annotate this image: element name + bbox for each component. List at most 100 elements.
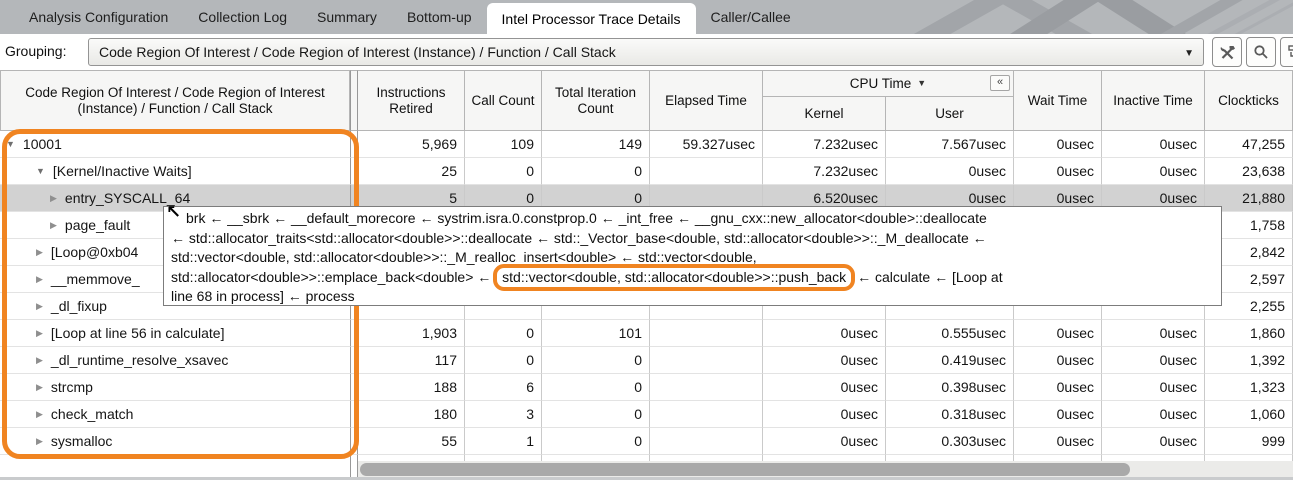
value-cell: 1,060 <box>1205 401 1293 428</box>
grouping-value: Code Region Of Interest / Code Region of… <box>99 44 616 60</box>
value-cell: 23,638 <box>1205 158 1293 185</box>
mouse-cursor-icon: ↖ <box>166 202 182 222</box>
tab-collection-log[interactable]: Collection Log <box>198 9 288 25</box>
value-cell: 188 <box>358 374 465 401</box>
value-cell: 0usec <box>1014 401 1102 428</box>
collapse-columns-button[interactable]: « <box>990 75 1010 91</box>
table-row[interactable]: ▼ [Kernel/Inactive Waits] 25 0 0 7.232usec 0us… <box>0 158 1293 185</box>
tab-caller-callee[interactable]: Caller/Callee <box>710 9 791 25</box>
value-cell: 0usec <box>1014 158 1102 185</box>
column-header-call-count[interactable]: Call Count <box>465 70 542 131</box>
expand-arrow-icon[interactable]: ▶ <box>36 435 43 446</box>
tree-cell[interactable]: ▶ check_match <box>0 401 350 428</box>
tooltip-line: line 68 in process] ← process <box>171 288 355 304</box>
horizontal-scrollbar[interactable] <box>358 461 1293 478</box>
column-header-elapsed-time[interactable]: Elapsed Time <box>650 70 763 131</box>
tab-analysis-configuration[interactable]: Analysis Configuration <box>29 9 169 25</box>
column-header-cpu-time[interactable]: CPU Time ▼ « <box>763 70 1014 97</box>
search-button[interactable] <box>1246 37 1276 67</box>
table-row[interactable]: ▶ sysmalloc 55 1 0 0usec 0.303usec 0usec 0usec 99… <box>0 428 1293 455</box>
table-row[interactable]: ▶ check_match 180 3 0 0usec 0.318usec 0usec 0use… <box>0 401 1293 428</box>
value-cell: 0usec <box>1014 374 1102 401</box>
tab-bottom-up[interactable]: Bottom-up <box>406 9 472 25</box>
expand-arrow-icon[interactable]: ▶ <box>36 273 43 284</box>
value-cell: 0.555usec <box>886 320 1014 347</box>
expand-arrow-icon[interactable]: ▶ <box>36 327 43 338</box>
value-cell: 1,860 <box>1205 320 1293 347</box>
tab-summary[interactable]: Summary <box>317 9 377 25</box>
value-cell: 59.327usec <box>650 131 763 158</box>
column-header-cpu-kernel[interactable]: Kernel <box>763 96 886 131</box>
value-cell: 117 <box>358 347 465 374</box>
grouping-dropdown[interactable]: Code Region Of Interest / Code Region of… <box>88 38 1204 66</box>
pane-divider <box>350 347 358 374</box>
highlighted-function-annotation: std::vector<double, std::allocator<doubl… <box>493 263 856 291</box>
value-cell <box>1014 293 1102 320</box>
column-header-cpu-user[interactable]: User <box>886 96 1014 131</box>
table-header: Code Region Of Interest / Code Region of… <box>0 70 1293 131</box>
tree-label: [Loop@0xb04 <box>50 244 139 260</box>
value-cell <box>650 320 763 347</box>
expand-arrow-icon[interactable]: ▶ <box>36 408 43 419</box>
value-cell <box>763 293 886 320</box>
tree-cell[interactable]: ▶ _dl_fixup <box>0 293 350 320</box>
value-cell: 999 <box>1205 428 1293 455</box>
value-cell: 101 <box>542 320 650 347</box>
pane-divider <box>350 158 358 185</box>
column-header-instructions-retired[interactable]: Instructions Retired <box>358 70 465 131</box>
column-header-call-stack[interactable]: Code Region Of Interest / Code Region of… <box>0 70 350 131</box>
collapse-arrow-icon[interactable]: ▼ <box>6 139 15 149</box>
value-cell <box>650 401 763 428</box>
pane-divider <box>350 401 358 428</box>
value-cell: 7.567usec <box>886 131 1014 158</box>
expand-arrow-icon[interactable]: ▶ <box>36 354 43 365</box>
table-row[interactable]: ▶ [Loop at line 56 in calculate] 1,903 0 101… <box>0 320 1293 347</box>
value-cell: 47,255 <box>1205 131 1293 158</box>
value-cell: 0 <box>465 158 542 185</box>
value-cell: 7.232usec <box>763 158 886 185</box>
value-cell <box>542 293 650 320</box>
column-header-clockticks[interactable]: Clockticks <box>1205 70 1293 131</box>
tree-label: strcmp <box>50 379 93 395</box>
tree-cell[interactable]: ▼ 10001 <box>0 131 350 158</box>
tree-cell[interactable]: ▶ [Loop at line 56 in calculate] <box>0 320 350 347</box>
value-cell: 0usec <box>1102 401 1205 428</box>
pane-divider <box>350 131 358 158</box>
value-cell: 0 <box>542 158 650 185</box>
copy-button[interactable] <box>1280 37 1293 67</box>
value-cell: 0usec <box>763 320 886 347</box>
value-cell: 0usec <box>1014 131 1102 158</box>
column-header-inactive-time[interactable]: Inactive Time <box>1102 70 1205 131</box>
expand-arrow-icon[interactable]: ▶ <box>36 246 43 257</box>
grouping-toolbar: Grouping: Code Region Of Interest / Code… <box>0 34 1293 70</box>
table-row[interactable]: ▶ strcmp 188 6 0 0usec 0.398usec 0usec 0usec 1,32… <box>0 374 1293 401</box>
tree-label: page_fault <box>64 217 131 233</box>
pane-divider <box>350 428 358 455</box>
tree-label: 10001 <box>22 136 62 152</box>
table-row[interactable]: ▼ 10001 5,969 109 149 59.327usec 7.232usec 7.56… <box>0 131 1293 158</box>
pane-divider[interactable] <box>350 70 358 131</box>
table-row[interactable]: ▶ _dl_runtime_resolve_xsavec 117 0 0 0usec 0.4… <box>0 347 1293 374</box>
collapse-arrow-icon[interactable]: ▼ <box>36 166 45 176</box>
expand-arrow-icon[interactable]: ▶ <box>36 381 43 392</box>
expand-arrow-icon[interactable]: ▶ <box>50 192 57 203</box>
value-cell: 0usec <box>763 374 886 401</box>
expand-arrow-icon[interactable]: ▶ <box>50 219 57 230</box>
value-cell: 0 <box>465 347 542 374</box>
column-header-total-iteration-count[interactable]: Total Iteration Count <box>542 70 650 131</box>
tree-label: [Loop at line 56 in calculate] <box>50 325 225 341</box>
expand-arrow-icon[interactable]: ▶ <box>36 300 43 311</box>
tab-intel-processor-trace-details[interactable]: Intel Processor Trace Details <box>486 3 696 34</box>
customize-grouping-button[interactable] <box>1212 37 1242 67</box>
value-cell <box>465 293 542 320</box>
tree-cell[interactable]: ▼ [Kernel/Inactive Waits] <box>0 158 350 185</box>
tree-cell[interactable]: ▶ strcmp <box>0 374 350 401</box>
horizontal-scrollbar-thumb[interactable] <box>360 463 1130 476</box>
pane-divider <box>350 320 358 347</box>
value-cell: 0 <box>542 347 650 374</box>
tree-cell[interactable]: ▶ _dl_runtime_resolve_xsavec <box>0 347 350 374</box>
column-header-wait-time[interactable]: Wait Time <box>1014 70 1102 131</box>
dropdown-arrow-icon: ▼ <box>1184 48 1194 59</box>
value-cell: 0usec <box>886 158 1014 185</box>
tree-cell[interactable]: ▶ sysmalloc <box>0 428 350 455</box>
